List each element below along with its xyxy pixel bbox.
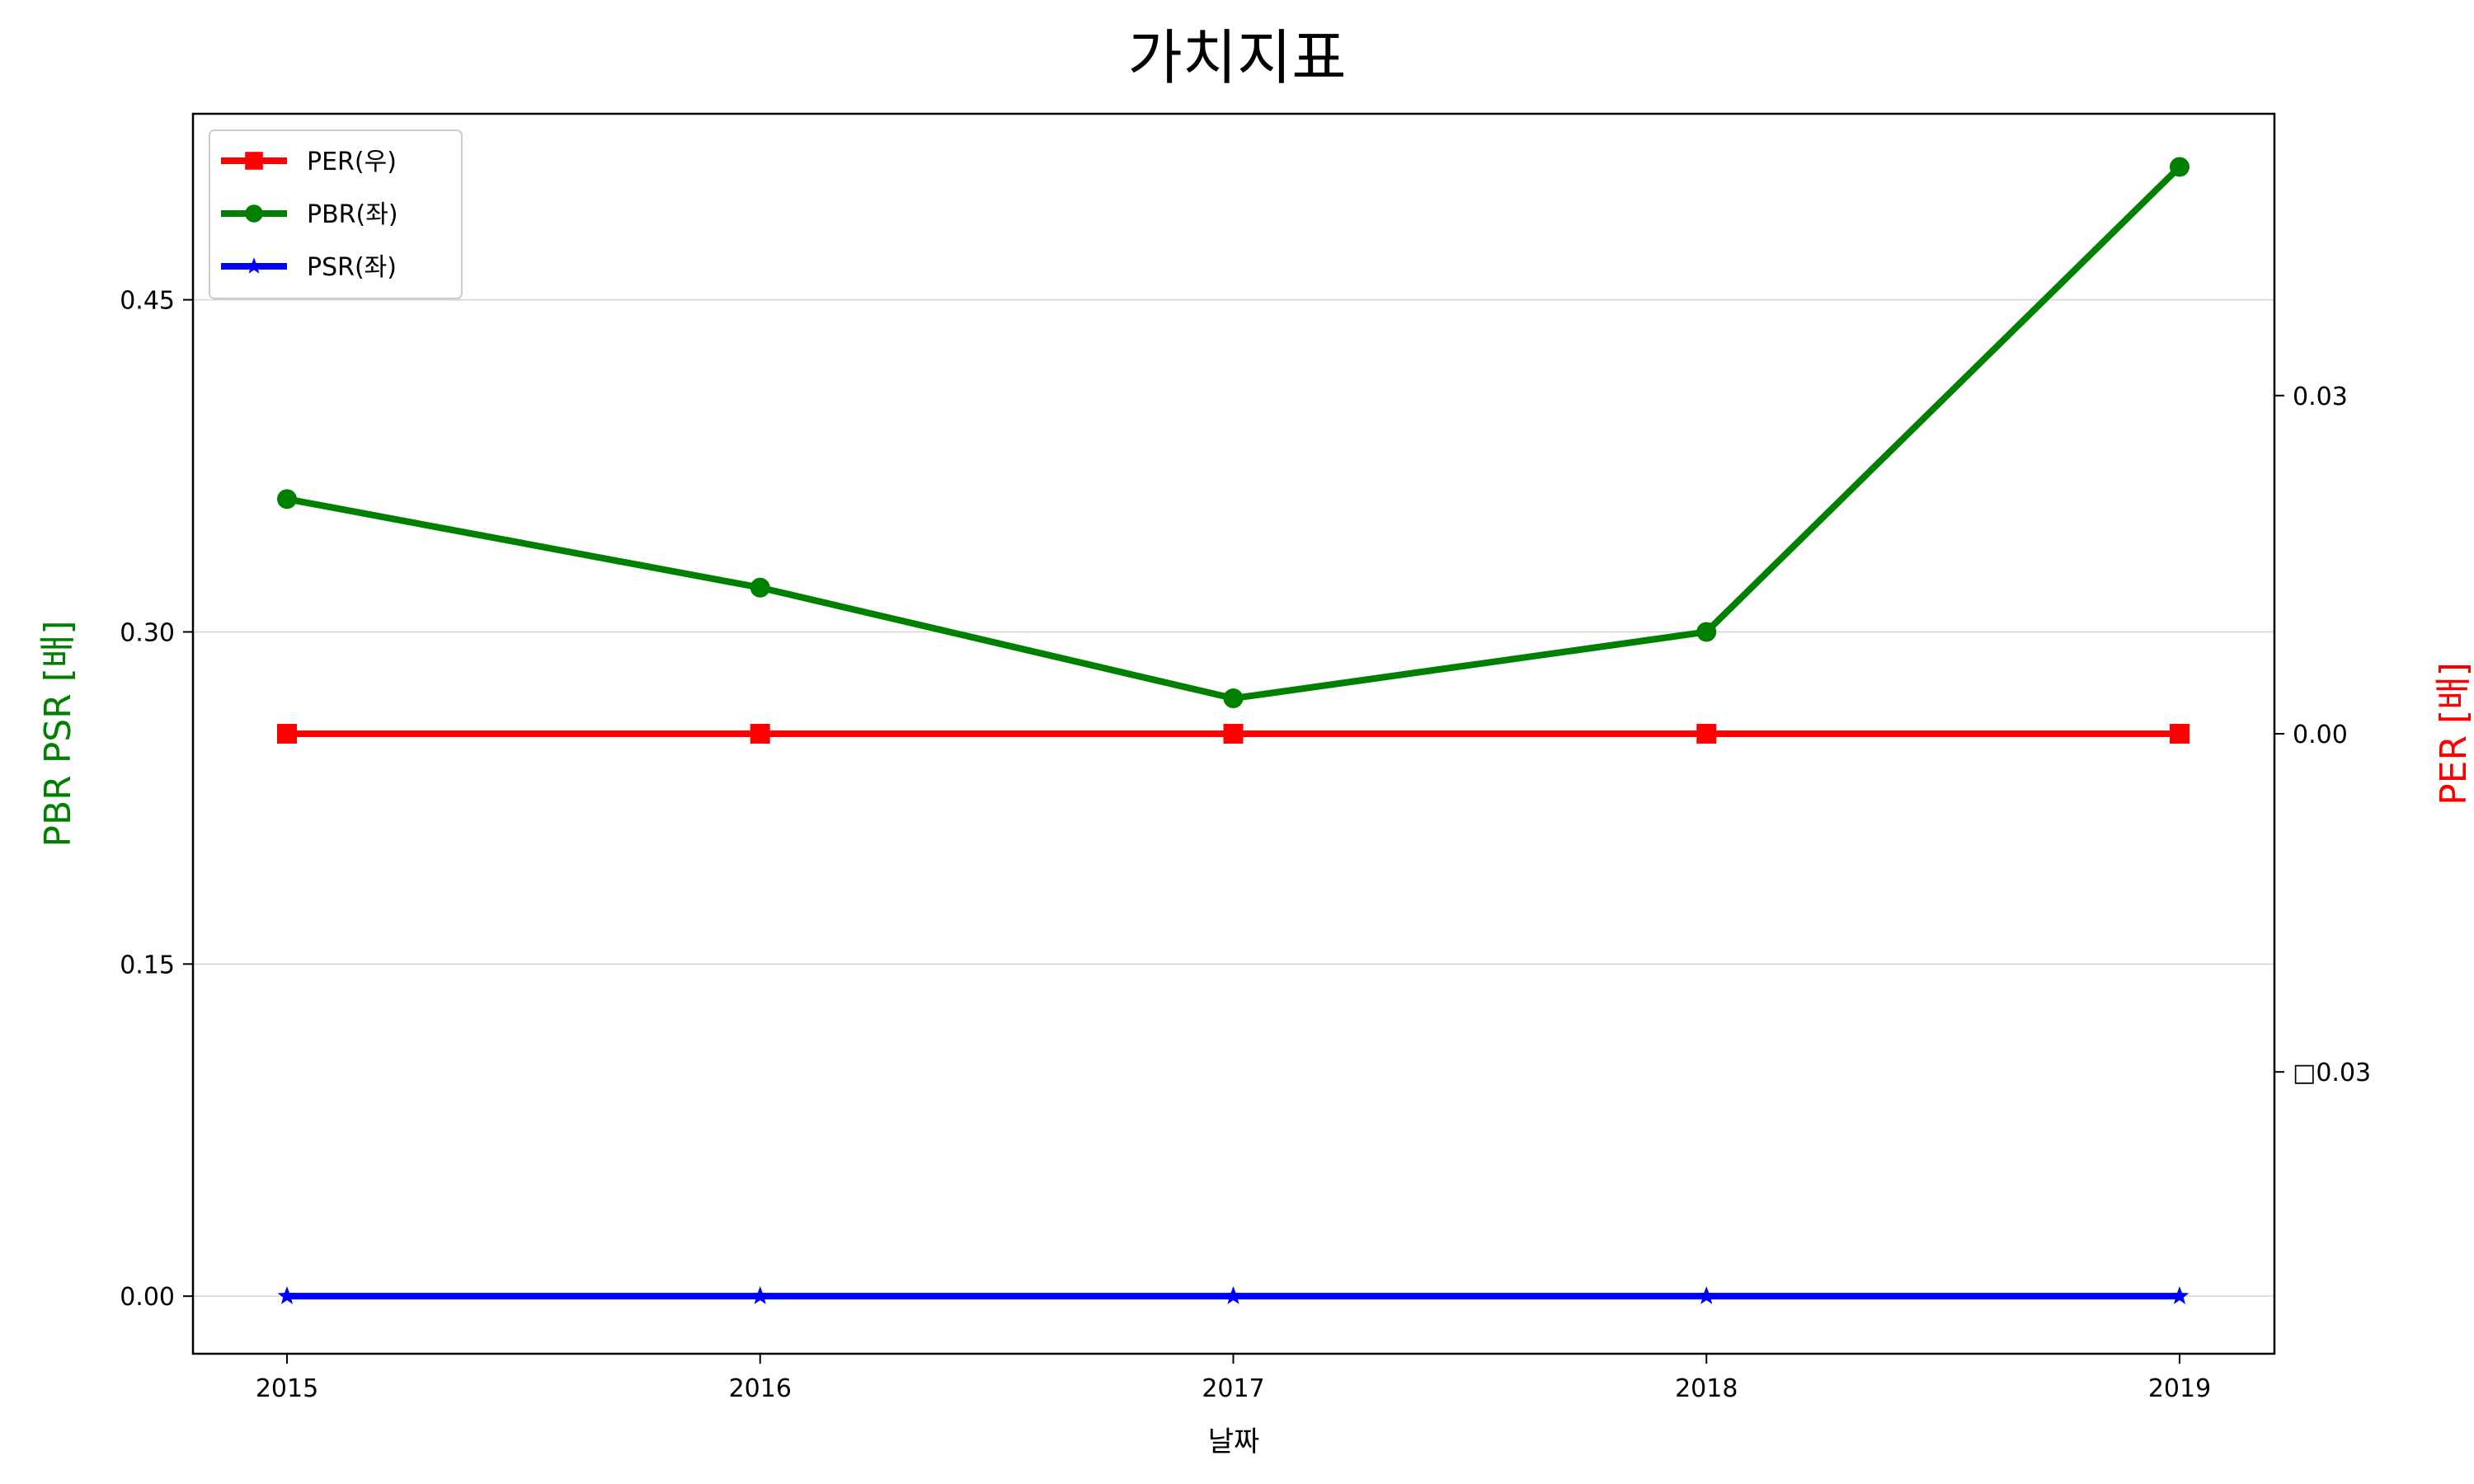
legend-label-per: PER(우)	[307, 148, 397, 176]
x-tick-label: 2016	[729, 1374, 792, 1403]
left-y-axis-label: PBR PSR [배]	[37, 620, 79, 847]
data-point-pbr	[750, 577, 770, 598]
right-y-axis-label: PER [배]	[2433, 662, 2474, 805]
chart-title: 가치지표	[1128, 23, 1347, 92]
left-axis-ticks: 0.00 0.15 0.30 0.45	[120, 287, 193, 1312]
legend-marker-per	[245, 152, 263, 170]
legend: PER(우) PBR(좌) PSR(좌)	[209, 129, 463, 299]
left-tick-label: 0.00	[120, 1283, 175, 1312]
x-tick-label: 2015	[256, 1374, 318, 1403]
left-tick-label: 0.15	[120, 951, 175, 979]
right-tick-label: □0.03	[2293, 1059, 2371, 1087]
x-axis-label: 날짜	[1208, 1425, 1260, 1458]
plot-frame	[191, 112, 2276, 1355]
right-tick-label: 0.00	[2293, 721, 2348, 749]
data-point-psr	[1696, 1286, 1716, 1304]
legend-label-psr: PSR(좌)	[307, 253, 397, 282]
data-point-psr	[1224, 1286, 1243, 1304]
data-point-psr	[277, 1286, 297, 1304]
left-tick-label: 0.45	[120, 287, 175, 316]
data-point-per	[277, 724, 297, 744]
data-point-per	[1696, 724, 1717, 744]
legend-marker-pbr	[245, 204, 263, 223]
series-layer	[277, 157, 2189, 1304]
data-point-pbr	[277, 489, 297, 510]
x-axis-ticks: 2015 2016 2017 2018 2019	[256, 1354, 2211, 1403]
left-tick-label: 0.30	[120, 618, 175, 647]
data-point-pbr	[1696, 622, 1717, 642]
legend-label-pbr: PBR(좌)	[307, 200, 398, 229]
legend-items: PER(우) PBR(좌) PSR(좌)	[221, 148, 398, 282]
series-line-pbr	[284, 163, 2183, 702]
data-point-per	[2170, 724, 2189, 744]
grid-layer	[193, 298, 2274, 1297]
x-tick-label: 2017	[1202, 1374, 1264, 1403]
right-tick-label: 0.03	[2293, 383, 2348, 411]
legend-box	[209, 129, 463, 299]
x-tick-label: 2018	[1675, 1374, 1738, 1403]
data-point-per	[750, 724, 770, 744]
data-point-psr	[2170, 1286, 2189, 1304]
data-point-pbr	[1223, 688, 1244, 709]
x-tick-label: 2019	[2148, 1374, 2211, 1403]
data-point-per	[1223, 724, 1244, 744]
legend-marker-psr	[245, 257, 263, 274]
right-axis-ticks: □0.03 0.00 0.03	[2274, 383, 2371, 1087]
data-point-psr	[750, 1286, 770, 1304]
data-point-pbr	[2170, 157, 2189, 177]
